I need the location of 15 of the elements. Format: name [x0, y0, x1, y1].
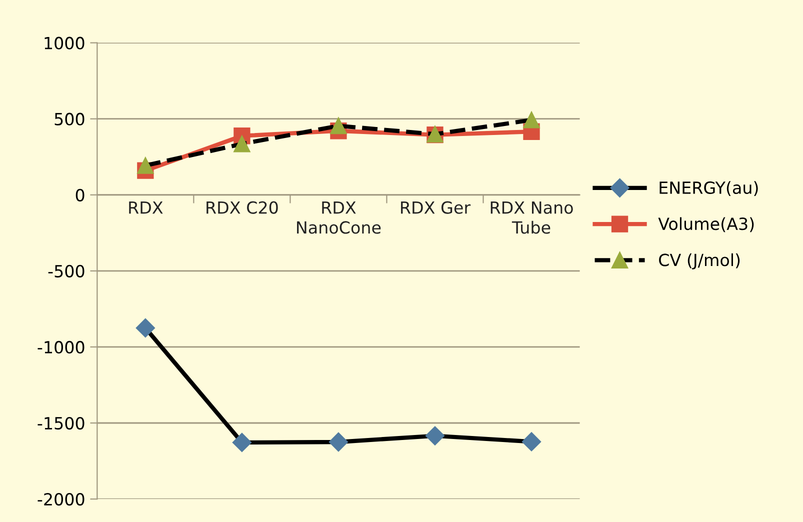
- y-tick-label: -1000: [38, 340, 84, 354]
- y-tick-label: 0: [76, 188, 84, 202]
- y-tick-label: -2000: [38, 492, 84, 506]
- legend-label: ENERGY(au): [660, 181, 758, 196]
- x-tick-label: RDX NanoCone: [297, 201, 381, 234]
- y-tick-label: -500: [48, 264, 84, 278]
- x-tick-label: RDX Ger: [401, 201, 471, 214]
- x-tick-label: RDX C20: [206, 201, 278, 214]
- legend-label: Volume(A3): [658, 217, 754, 232]
- y-tick-label: -1500: [38, 416, 84, 430]
- x-tick-label: RDX Nano Tube: [490, 201, 573, 234]
- y-tick-label: 1000: [44, 36, 84, 50]
- x-tick-label: RDX: [129, 201, 163, 214]
- y-tick-label: 500: [54, 112, 84, 126]
- legend-label: CV (J/mol): [659, 253, 740, 270]
